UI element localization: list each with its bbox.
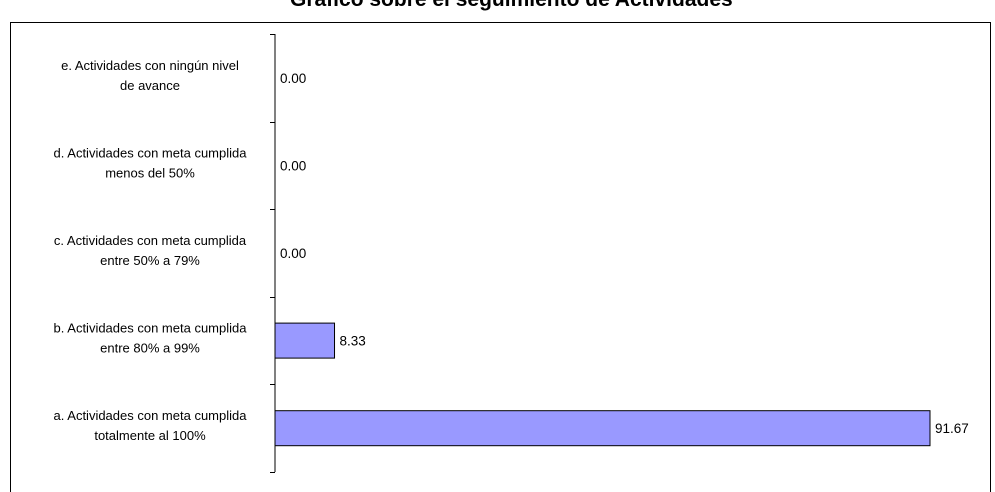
- label-layer: e. Actividades con ningún nivel de avance…: [54, 58, 969, 443]
- category-label: c. Actividades con meta cumplida entre 50…: [54, 233, 247, 268]
- data-label: 8.33: [340, 334, 366, 349]
- data-label: 0.00: [280, 158, 306, 173]
- category-label: d. Actividades con meta cumplida menos de…: [54, 145, 248, 180]
- category-label: a. Actividades con meta cumplida totalmen…: [54, 408, 248, 443]
- data-label: 0.00: [280, 246, 306, 261]
- chart-title: Grafico sobre el seguimiento de Activida…: [290, 0, 990, 12]
- chart-frame: [10, 22, 991, 492]
- data-label: 91.67: [935, 421, 969, 436]
- bar: [274, 410, 931, 447]
- bar: [274, 322, 336, 359]
- axis-layer: [270, 34, 276, 473]
- bar-layer: [274, 322, 931, 447]
- category-label: e. Actividades con ningún nivel de avance: [61, 58, 239, 93]
- category-label: b. Actividades con meta cumplida entre 80…: [54, 321, 248, 356]
- data-label: 0.00: [280, 71, 306, 86]
